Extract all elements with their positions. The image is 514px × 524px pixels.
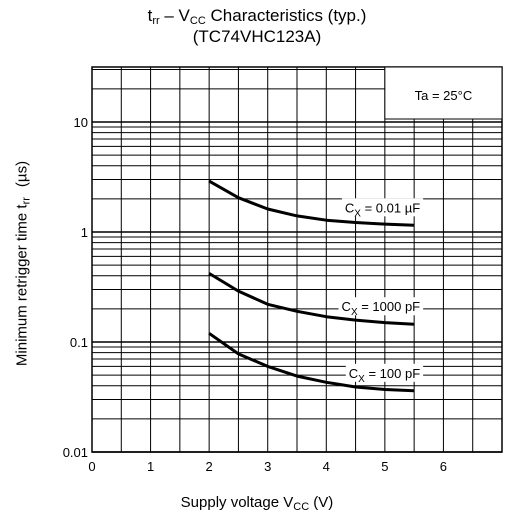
condition-label: Ta = 25°C [415,88,473,103]
series-line-3 [208,332,415,393]
chart-title-line1: trr – VCC Characteristics (typ.) [147,6,367,27]
curves [208,179,415,393]
condition-box: Ta = 25°C [384,66,503,120]
x-tick-label: 5 [381,459,388,474]
y-tick-labels: 0.01 0.1 1 10 [63,115,88,460]
x-tick-label: 3 [264,459,271,474]
curve-labels: CX = 0.01 µF CX = 1000 pF CX = 100 pF [338,198,424,385]
y-axis-label: Minimum retrigger time trr(µs) [13,160,33,367]
x-tick-label: 2 [206,459,213,474]
x-axis-label: Supply voltage VCC (V) [180,494,334,513]
x-tick-label: 1 [147,459,154,474]
y-tick-label: 0.1 [70,335,88,350]
series-label-bg-3 [345,363,424,382]
y-tick-label: 1 [81,225,88,240]
series-label-bg-1 [341,198,424,217]
series-label-bg-2 [338,297,424,316]
x-tick-label: 6 [440,459,447,474]
x-tick-label: 0 [88,459,95,474]
series-label-1: CX = 0.01 µF [345,200,420,219]
series-label-3: CX = 100 pF [349,366,420,385]
y-tick-label: 10 [74,115,88,130]
series-line-2 [208,272,415,326]
grid-lines [92,67,502,453]
series-line-1 [208,179,415,227]
chart-title-line2: (TC74VHC123A) [192,27,322,46]
plot-frame [91,66,503,453]
x-tick-labels: 0 1 2 3 4 5 6 [88,459,447,474]
y-tick-label: 0.01 [63,445,88,460]
x-tick-label: 4 [323,459,330,474]
series-label-2: CX = 1000 pF [342,299,421,318]
